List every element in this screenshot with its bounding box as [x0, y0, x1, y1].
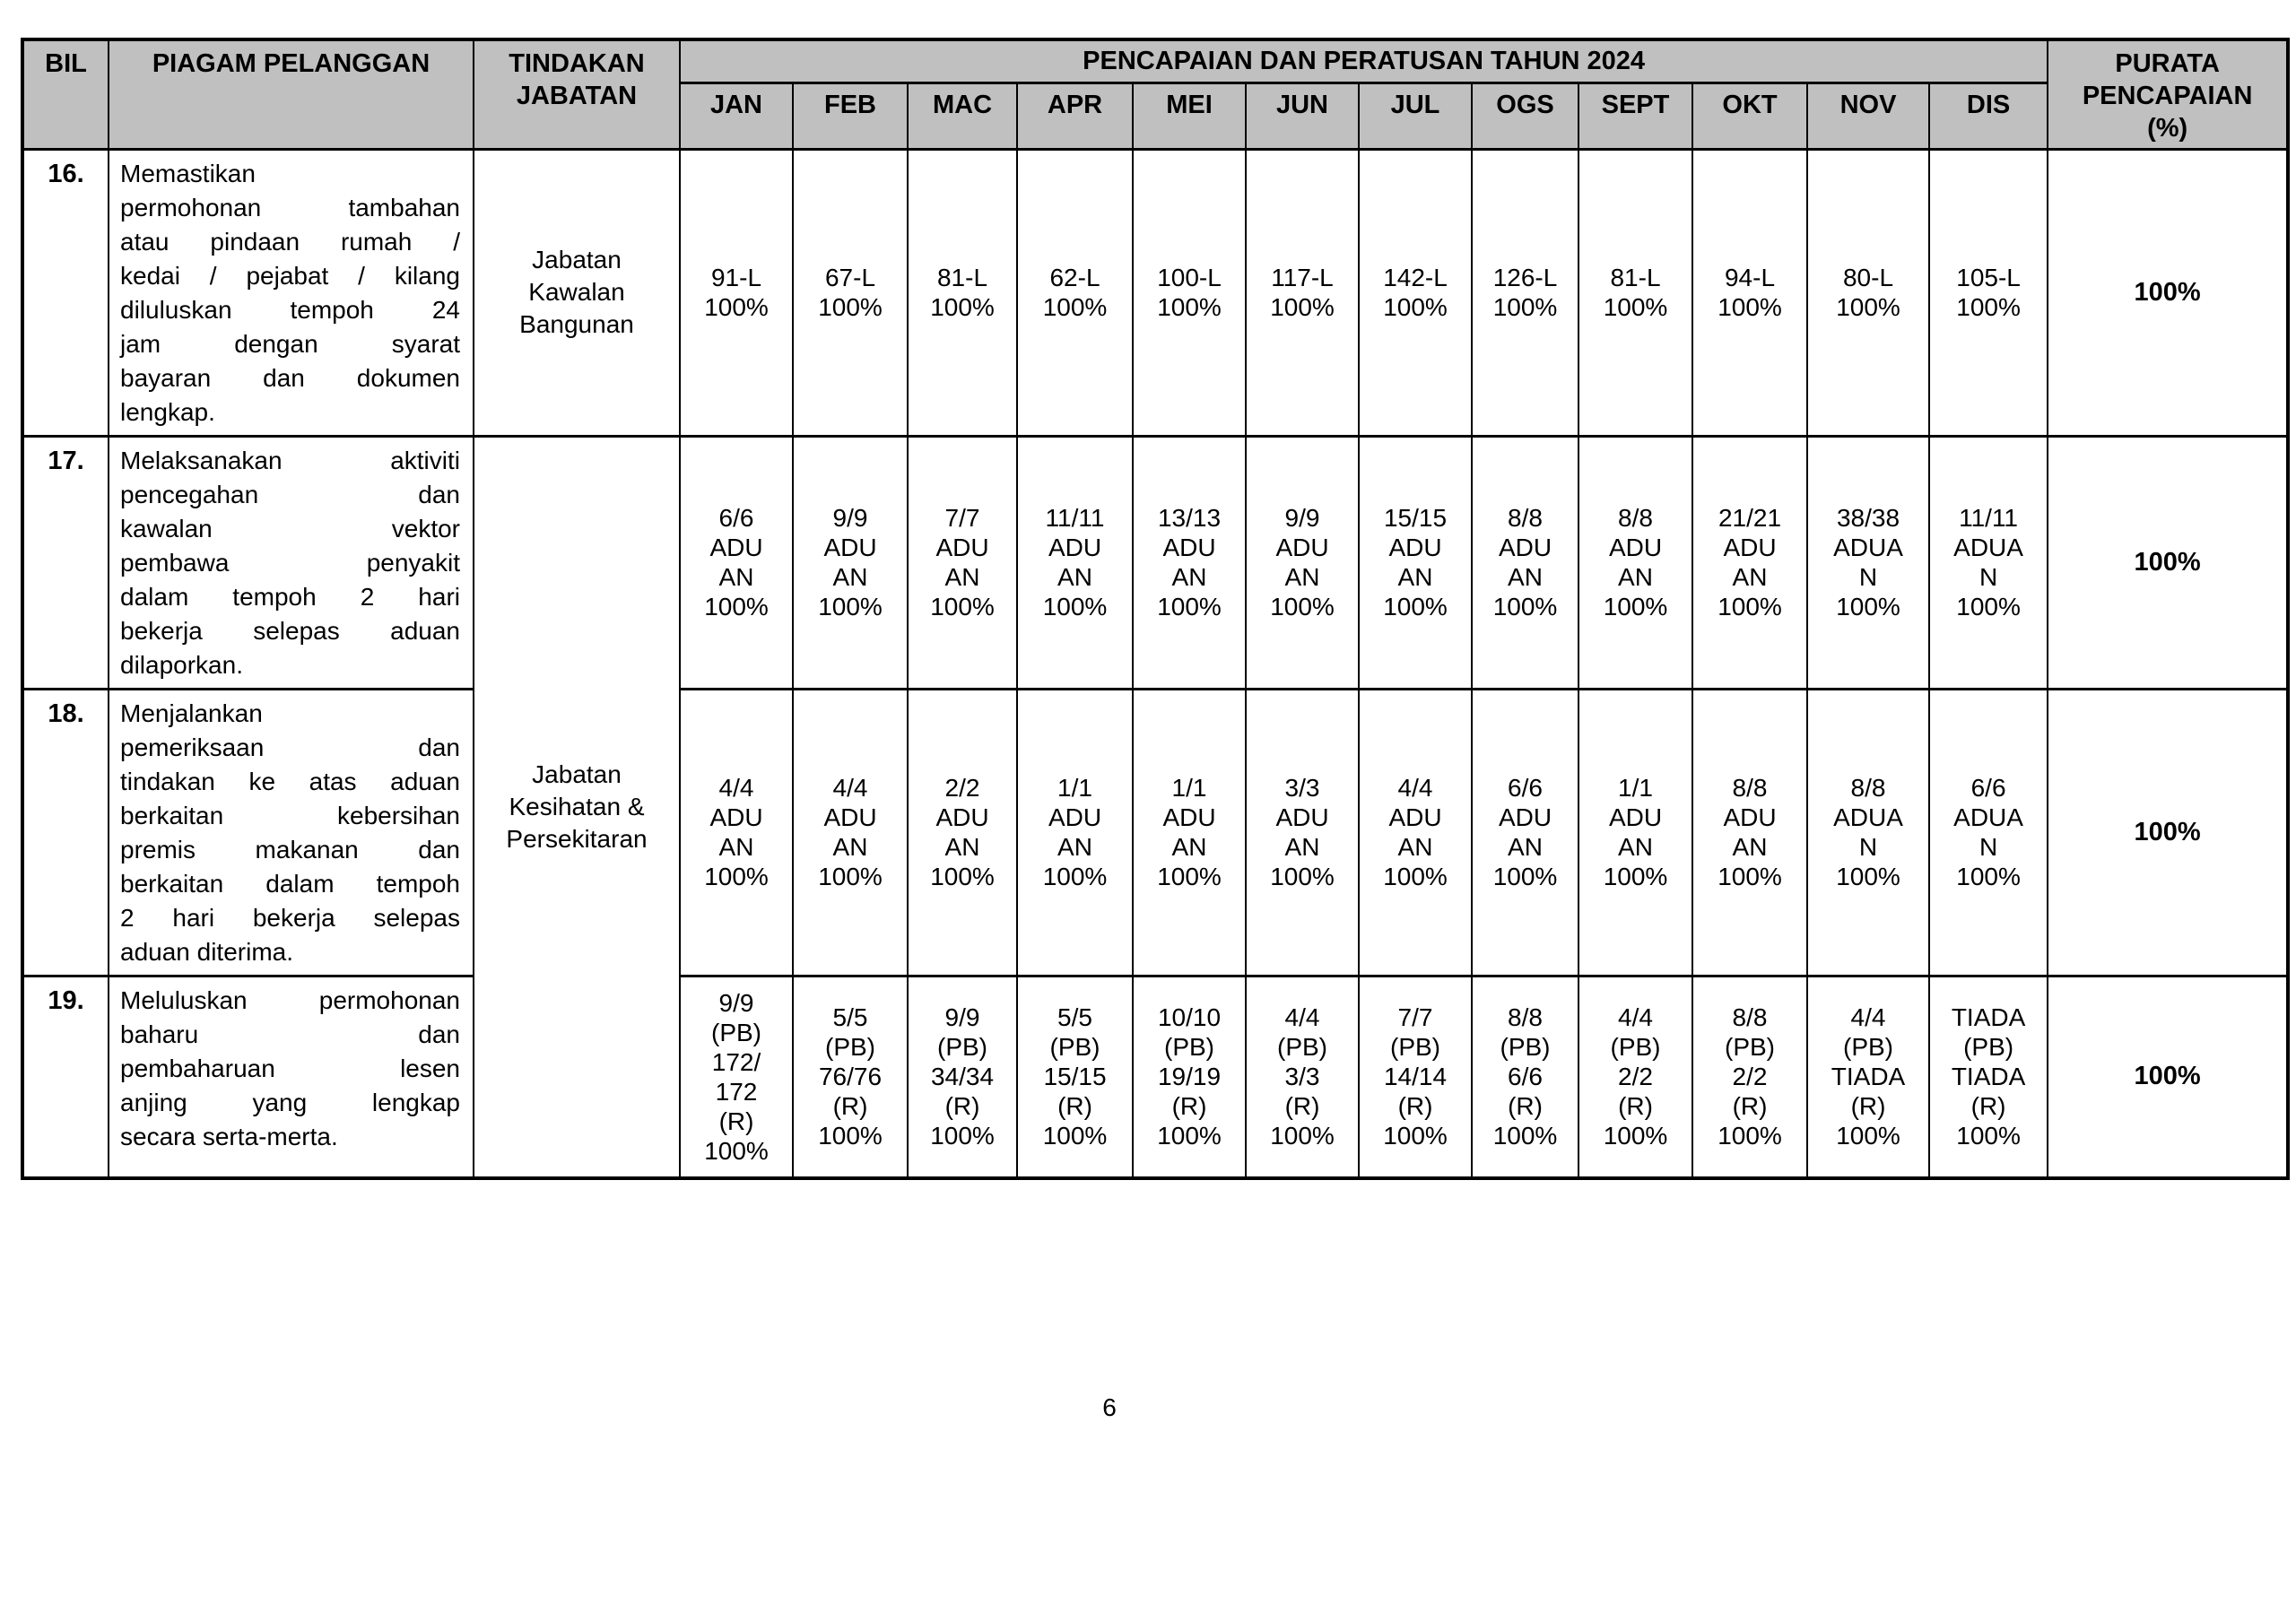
- month-data-cell: 13/13 ADU AN 100%: [1132, 434, 1247, 690]
- month-data-cell: 15/15 ADU AN 100%: [1358, 434, 1473, 690]
- bil-cell: 17.: [22, 434, 109, 690]
- month-data-cell: 8/8 ADU AN 100%: [1578, 434, 1693, 690]
- month-data-cell: 4/4 ADU AN 100%: [679, 687, 794, 977]
- jabatan-cell-kawalan-bangunan: Jabatan Kawalan Bangunan: [473, 147, 681, 438]
- month-data-cell: 4/4 ADU AN 100%: [1358, 687, 1473, 977]
- page-number: 6: [1102, 1393, 1117, 1421]
- month-data-cell: 3/3 ADU AN 100%: [1245, 687, 1360, 977]
- month-data-cell: 6/6 ADU AN 100%: [1471, 687, 1579, 977]
- customer-charter-table: BIL PIAGAM PELANGGAN TINDAKAN JABATAN PE…: [21, 38, 2291, 1180]
- month-data-cell: TIADA (PB) TIADA (R) 100%: [1927, 974, 2049, 1180]
- month-data-cell: 21/21 ADU AN 100%: [1692, 434, 1808, 690]
- month-data-cell: 105-L 100%: [1927, 147, 2049, 438]
- month-data-cell: 4/4 (PB) TIADA (R) 100%: [1806, 974, 1930, 1180]
- header-pencapaian-2024: PENCAPAIAN DAN PERATUSAN TAHUN 2024: [678, 38, 2049, 83]
- month-header-mei: MEI: [1132, 81, 1247, 151]
- month-data-cell: 4/4 (PB) 3/3 (R) 100%: [1245, 974, 1360, 1180]
- piagam-cell: Memastikan permohonan tambahan atau pindaa…: [108, 147, 474, 438]
- table-header-row-2: JAN FEB MAC APR MEI JUN JUL OGS SEPT OKT…: [22, 81, 2288, 151]
- purata-cell: 100%: [2047, 687, 2290, 977]
- jabatan-cell-kesihatan-persekitaran: Jabatan Kesihatan & Persekitaran: [473, 434, 681, 1180]
- month-data-cell: 5/5 (PB) 15/15 (R) 100%: [1016, 974, 1134, 1180]
- bil-cell: 16.: [22, 147, 109, 438]
- month-data-cell: 11/11 ADUA N 100%: [1927, 434, 2049, 690]
- month-data-cell: 4/4 (PB) 2/2 (R) 100%: [1578, 974, 1693, 1180]
- table-row-18: 18. Menjalankan pemeriksaan dan tindakan k…: [22, 687, 2290, 977]
- month-data-cell: 8/8 ADUA N 100%: [1806, 687, 1930, 977]
- month-data-cell: 7/7 ADU AN 100%: [907, 434, 1018, 690]
- month-data-cell: 38/38 ADUA N 100%: [1806, 434, 1930, 690]
- purata-cell: 100%: [2047, 434, 2290, 690]
- month-header-nov: NOV: [1806, 81, 1930, 151]
- month-data-cell: 5/5 (PB) 76/76 (R) 100%: [792, 974, 909, 1180]
- month-data-cell: 126-L 100%: [1471, 147, 1579, 438]
- header-bil: BIL: [22, 38, 109, 151]
- table-row-16: 16. Memastikan permohonan tambahan atau pi…: [22, 147, 2290, 438]
- month-data-cell: 9/9 ADU AN 100%: [1245, 434, 1360, 690]
- month-header-dis: DIS: [1927, 81, 2049, 151]
- month-data-cell: 4/4 ADU AN 100%: [792, 687, 909, 977]
- month-data-cell: 9/9 (PB) 172/ 172 (R) 100%: [679, 974, 794, 1180]
- purata-cell: 100%: [2047, 974, 2290, 1180]
- month-data-cell: 100-L 100%: [1132, 147, 1247, 438]
- table-row-19: 19. Meluluskan permohonan baharu dan pemba…: [22, 974, 2290, 1180]
- month-header-ogs: OGS: [1471, 81, 1579, 151]
- month-header-sept: SEPT: [1578, 81, 1693, 151]
- month-data-cell: 81-L 100%: [1578, 147, 1693, 438]
- month-data-cell: 1/1 ADU AN 100%: [1016, 687, 1134, 977]
- month-header-mac: MAC: [907, 81, 1018, 151]
- month-data-cell: 8/8 ADU AN 100%: [1692, 687, 1808, 977]
- month-data-cell: 10/10 (PB) 19/19 (R) 100%: [1132, 974, 1247, 1180]
- month-data-cell: 94-L 100%: [1692, 147, 1808, 438]
- header-piagam-pelanggan: PIAGAM PELANGGAN: [108, 38, 474, 151]
- month-header-feb: FEB: [792, 81, 909, 151]
- bil-cell: 19.: [22, 974, 109, 1180]
- month-data-cell: 67-L 100%: [792, 147, 909, 438]
- month-data-cell: 6/6 ADUA N 100%: [1927, 687, 2049, 977]
- month-data-cell: 6/6 ADU AN 100%: [679, 434, 794, 690]
- month-header-jan: JAN: [679, 81, 794, 151]
- month-data-cell: 1/1 ADU AN 100%: [1578, 687, 1693, 977]
- table-header-row-1: BIL PIAGAM PELANGGAN TINDAKAN JABATAN PE…: [22, 38, 2290, 151]
- month-data-cell: 8/8 (PB) 6/6 (R) 100%: [1471, 974, 1579, 1180]
- piagam-cell: Meluluskan permohonan baharu dan pembaharu…: [108, 974, 474, 1180]
- month-data-cell: 117-L 100%: [1245, 147, 1360, 438]
- month-data-cell: 9/9 (PB) 34/34 (R) 100%: [907, 974, 1018, 1180]
- month-data-cell: 8/8 ADU AN 100%: [1471, 434, 1579, 690]
- month-header-jul: JUL: [1358, 81, 1473, 151]
- month-header-apr: APR: [1016, 81, 1134, 151]
- month-data-cell: 11/11 ADU AN 100%: [1016, 434, 1134, 690]
- month-data-cell: 81-L 100%: [907, 147, 1018, 438]
- piagam-cell: Menjalankan pemeriksaan dan tindakan ke at…: [108, 687, 474, 977]
- table-row-17: 17. Melaksanakan aktiviti pencegahan dan k…: [22, 434, 2290, 1180]
- piagam-cell: Melaksanakan aktiviti pencegahan dan kawal…: [108, 434, 474, 690]
- bil-cell: 18.: [22, 687, 109, 977]
- month-header-jun: JUN: [1245, 81, 1360, 151]
- month-data-cell: 1/1 ADU AN 100%: [1132, 687, 1247, 977]
- month-data-cell: 91-L 100%: [679, 147, 794, 438]
- month-data-cell: 142-L 100%: [1358, 147, 1473, 438]
- header-tindakan-jabatan: TINDAKAN JABATAN: [473, 38, 681, 151]
- header-purata-pencapaian: PURATA PENCAPAIAN (%): [2047, 38, 2290, 151]
- purata-cell: 100%: [2047, 147, 2290, 438]
- month-data-cell: 7/7 (PB) 14/14 (R) 100%: [1358, 974, 1473, 1180]
- month-data-cell: 62-L 100%: [1016, 147, 1134, 438]
- month-data-cell: 9/9 ADU AN 100%: [792, 434, 909, 690]
- month-data-cell: 8/8 (PB) 2/2 (R) 100%: [1692, 974, 1808, 1180]
- month-data-cell: 2/2 ADU AN 100%: [907, 687, 1018, 977]
- month-data-cell: 80-L 100%: [1806, 147, 1930, 438]
- month-header-okt: OKT: [1692, 81, 1808, 151]
